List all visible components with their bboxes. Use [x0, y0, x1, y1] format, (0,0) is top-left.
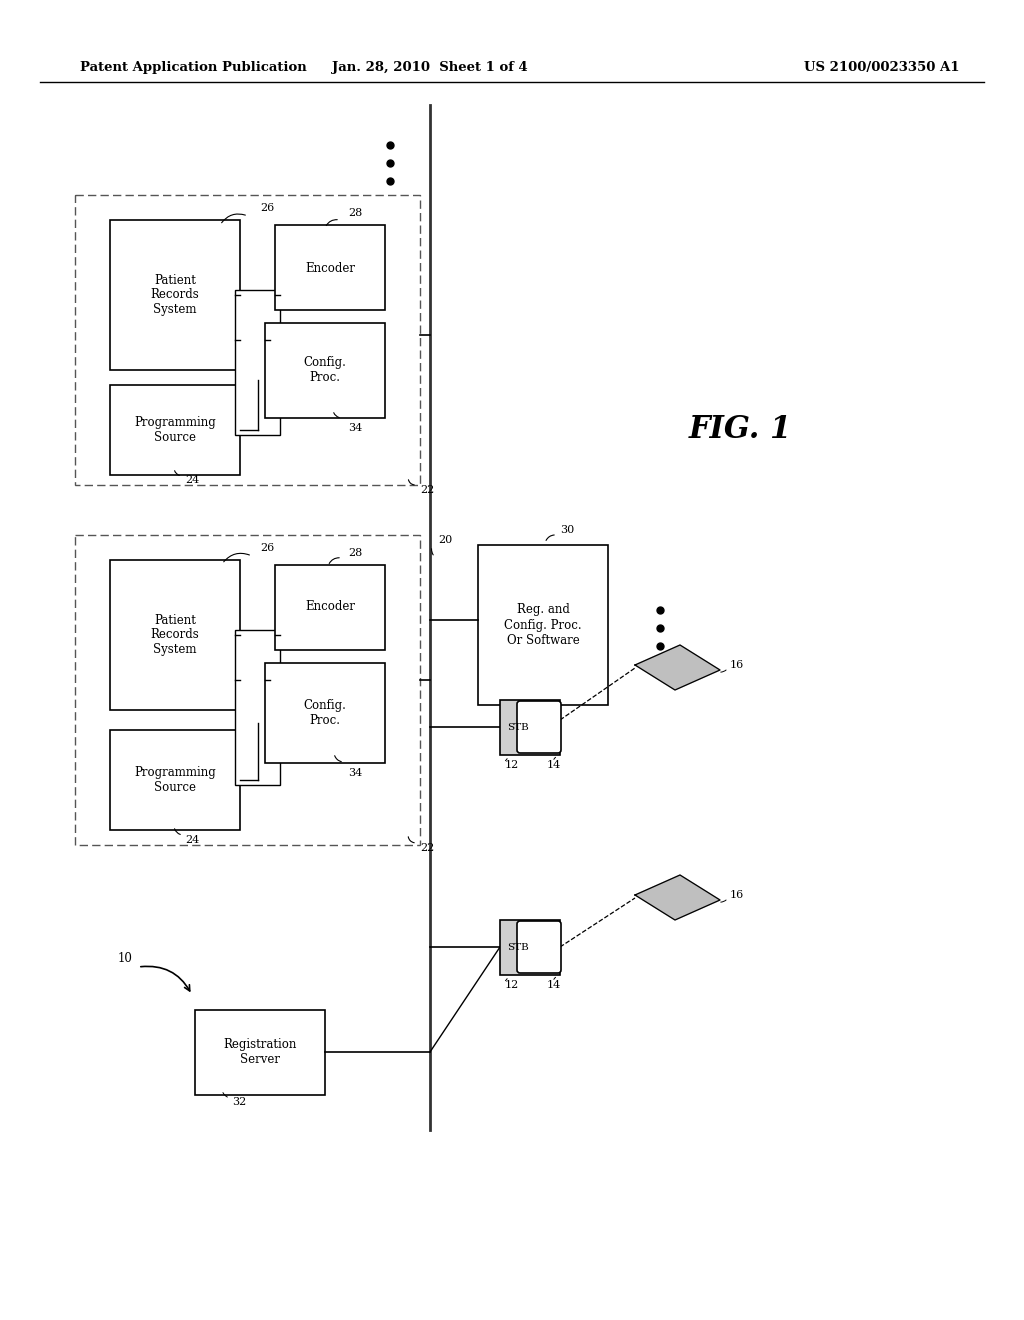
- Text: 14: 14: [547, 979, 561, 990]
- Text: 32: 32: [232, 1097, 246, 1107]
- Polygon shape: [635, 875, 720, 920]
- Text: 34: 34: [348, 768, 362, 777]
- Text: Registration
Server: Registration Server: [223, 1038, 297, 1067]
- Text: 34: 34: [348, 422, 362, 433]
- Text: Config.
Proc.: Config. Proc.: [303, 356, 346, 384]
- Bar: [265, 663, 385, 763]
- Text: 12: 12: [505, 760, 519, 770]
- Bar: [275, 224, 385, 310]
- Text: Programming
Source: Programming Source: [134, 416, 216, 444]
- Bar: [75, 195, 420, 484]
- Text: 16: 16: [730, 890, 744, 900]
- Text: Encoder: Encoder: [305, 601, 355, 614]
- Text: STB: STB: [507, 722, 528, 731]
- Text: Encoder: Encoder: [305, 261, 355, 275]
- Bar: [234, 290, 280, 436]
- Bar: [275, 565, 385, 649]
- Text: 22: 22: [420, 484, 434, 495]
- Text: 28: 28: [348, 548, 362, 558]
- Bar: [110, 560, 240, 710]
- Bar: [75, 535, 420, 845]
- Bar: [500, 920, 560, 975]
- FancyBboxPatch shape: [517, 921, 561, 973]
- Text: 20: 20: [438, 535, 453, 545]
- Text: 10: 10: [118, 952, 133, 965]
- Bar: [265, 323, 385, 418]
- Text: Reg. and
Config. Proc.
Or Software: Reg. and Config. Proc. Or Software: [504, 603, 582, 647]
- Text: US 2100/0023350 A1: US 2100/0023350 A1: [805, 62, 961, 74]
- Text: Jan. 28, 2010  Sheet 1 of 4: Jan. 28, 2010 Sheet 1 of 4: [332, 62, 528, 74]
- Bar: [110, 220, 240, 370]
- Text: Patent Application Publication: Patent Application Publication: [80, 62, 307, 74]
- Text: Patient
Records
System: Patient Records System: [151, 614, 200, 656]
- Text: 22: 22: [420, 843, 434, 853]
- Text: 24: 24: [185, 836, 200, 845]
- FancyBboxPatch shape: [517, 701, 561, 752]
- Text: 28: 28: [348, 209, 362, 218]
- Text: Programming
Source: Programming Source: [134, 766, 216, 795]
- Text: 26: 26: [260, 543, 274, 553]
- Text: 16: 16: [730, 660, 744, 671]
- Bar: [195, 1010, 325, 1096]
- Text: Patient
Records
System: Patient Records System: [151, 273, 200, 317]
- Polygon shape: [635, 645, 720, 690]
- Text: 26: 26: [260, 203, 274, 213]
- Text: FIG. 1: FIG. 1: [688, 414, 792, 446]
- Text: 30: 30: [560, 525, 574, 535]
- Text: 12: 12: [505, 979, 519, 990]
- Bar: [234, 630, 280, 785]
- Bar: [110, 730, 240, 830]
- Text: 24: 24: [185, 475, 200, 484]
- Text: Config.
Proc.: Config. Proc.: [303, 700, 346, 727]
- Bar: [500, 700, 560, 755]
- Bar: [478, 545, 608, 705]
- Bar: [110, 385, 240, 475]
- Text: 14: 14: [547, 760, 561, 770]
- Text: STB: STB: [507, 942, 528, 952]
